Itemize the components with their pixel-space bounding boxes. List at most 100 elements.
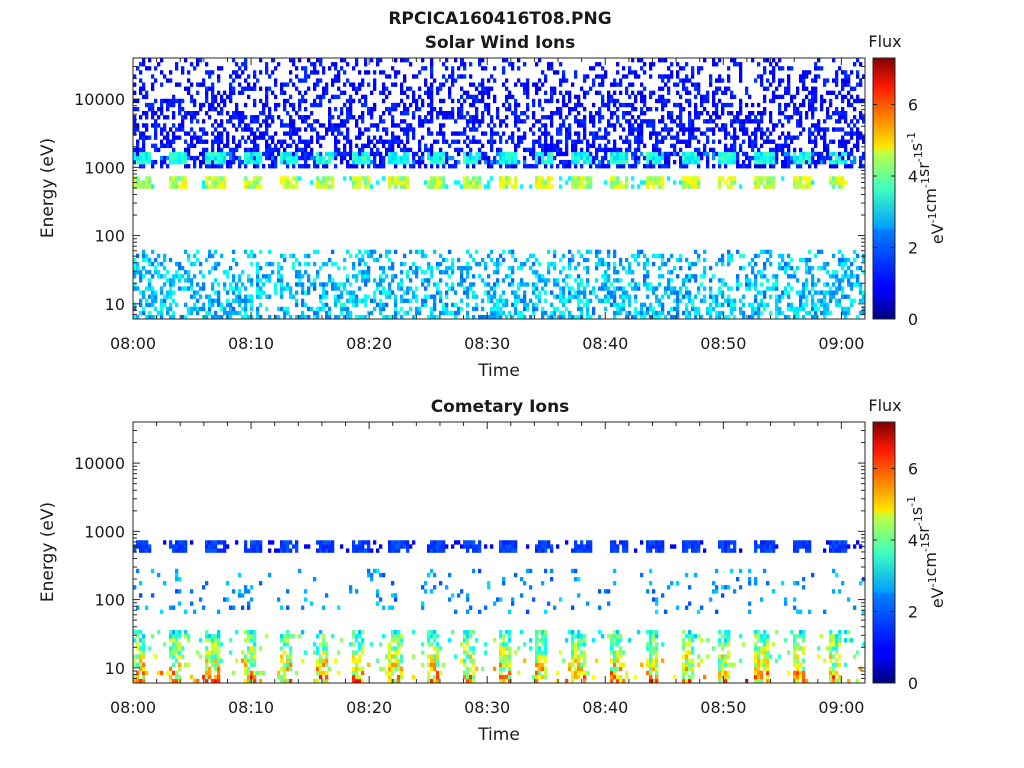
heatmap-cell — [148, 270, 152, 275]
heatmap-cell — [775, 314, 779, 320]
heatmap-cell — [427, 119, 431, 124]
heatmap-cell — [760, 119, 764, 124]
heatmap-cell — [415, 286, 419, 291]
heatmap-cell — [307, 290, 311, 295]
heatmap-cell — [835, 78, 839, 83]
heatmap-cell — [415, 151, 419, 157]
heatmap-cell — [589, 66, 593, 71]
heatmap-cell — [199, 294, 203, 299]
heatmap-cell — [484, 86, 488, 91]
heatmap-cell — [475, 94, 479, 100]
heatmap-cell — [388, 139, 392, 144]
heatmap-cell — [325, 159, 329, 165]
heatmap-cell — [649, 286, 653, 291]
heatmap-cell — [268, 155, 272, 161]
heatmap-cell — [661, 261, 665, 267]
heatmap-cell — [229, 119, 233, 124]
heatmap-cell — [772, 164, 776, 169]
heatmap-cell — [784, 135, 788, 140]
heatmap-cell — [685, 257, 689, 263]
heatmap-cell — [532, 164, 536, 169]
heatmap-cell — [634, 98, 638, 104]
heatmap-cell — [598, 82, 602, 87]
heatmap-cell — [847, 164, 851, 169]
heatmap-cell — [145, 102, 149, 108]
heatmap-cell — [526, 86, 530, 91]
heatmap-cell — [292, 123, 296, 128]
heatmap-cell — [832, 180, 836, 185]
heatmap-cell — [208, 159, 212, 165]
heatmap-cell — [229, 115, 233, 120]
heatmap-cell — [256, 265, 260, 271]
heatmap-cell — [499, 314, 503, 320]
heatmap-cell — [634, 151, 638, 157]
heatmap-cell — [253, 139, 257, 144]
heatmap-cell — [580, 119, 584, 124]
heatmap-cell — [847, 98, 851, 104]
heatmap-cell — [622, 155, 626, 161]
heatmap-cell — [646, 180, 650, 185]
heatmap-cell — [634, 257, 638, 263]
heatmap-cell — [205, 131, 209, 136]
heatmap-cell — [238, 274, 242, 279]
heatmap-cell — [454, 290, 458, 295]
heatmap-cell — [337, 94, 341, 100]
heatmap-cell — [133, 82, 137, 87]
heatmap-cell — [349, 253, 353, 259]
heatmap-cell — [220, 164, 224, 169]
heatmap-cell — [673, 298, 677, 303]
heatmap-cell — [688, 290, 692, 295]
y-tick-label: 1000 — [84, 158, 125, 177]
heatmap-cell — [763, 139, 767, 144]
heatmap-cell — [718, 58, 722, 63]
heatmap-cell — [301, 314, 305, 320]
heatmap-cell — [343, 119, 347, 124]
heatmap-cell — [415, 310, 419, 316]
heatmap-cell — [202, 82, 206, 87]
heatmap-cell — [340, 155, 344, 161]
heatmap-cell — [589, 143, 593, 149]
heatmap-cell — [244, 184, 248, 189]
heatmap-cell — [631, 131, 635, 136]
heatmap-cell — [679, 119, 683, 124]
heatmap-cell — [580, 164, 584, 169]
heatmap-cell — [697, 164, 701, 169]
heatmap-cell — [769, 176, 773, 181]
heatmap-cell — [391, 180, 395, 185]
heatmap-cell — [778, 135, 782, 140]
heatmap-cell — [763, 164, 767, 169]
heatmap-cell — [742, 253, 746, 259]
heatmap-cell — [295, 282, 299, 287]
heatmap-cell — [577, 274, 581, 279]
heatmap-cell — [835, 286, 839, 291]
heatmap-cell — [391, 278, 395, 283]
heatmap-cell — [145, 66, 149, 71]
heatmap-cell — [328, 184, 332, 189]
heatmap-cell — [565, 127, 569, 132]
heatmap-cell — [766, 286, 770, 291]
heatmap-cell — [499, 310, 503, 316]
heatmap-cell — [433, 249, 437, 255]
heatmap-cell — [724, 147, 728, 153]
heatmap-cell — [721, 176, 725, 181]
heatmap-cell — [244, 298, 248, 303]
heatmap-cell — [700, 102, 704, 108]
heatmap-cell — [652, 253, 656, 259]
heatmap-cell — [199, 127, 203, 132]
heatmap-cell — [820, 102, 824, 108]
heatmap-cell — [346, 78, 350, 83]
heatmap-cell — [304, 90, 308, 96]
heatmap-cell — [559, 106, 563, 112]
heatmap-cell — [835, 274, 839, 279]
heatmap-cell — [433, 306, 437, 312]
heatmap-cell — [286, 123, 290, 128]
heatmap-cell — [430, 310, 434, 316]
heatmap-cell — [265, 147, 269, 153]
heatmap-cell — [199, 102, 203, 108]
heatmap-cell — [214, 139, 218, 144]
heatmap-cell — [835, 151, 839, 157]
heatmap-cell — [235, 62, 239, 67]
heatmap-cell — [715, 151, 719, 157]
heatmap-cell — [358, 261, 362, 267]
heatmap-cell — [859, 98, 863, 104]
